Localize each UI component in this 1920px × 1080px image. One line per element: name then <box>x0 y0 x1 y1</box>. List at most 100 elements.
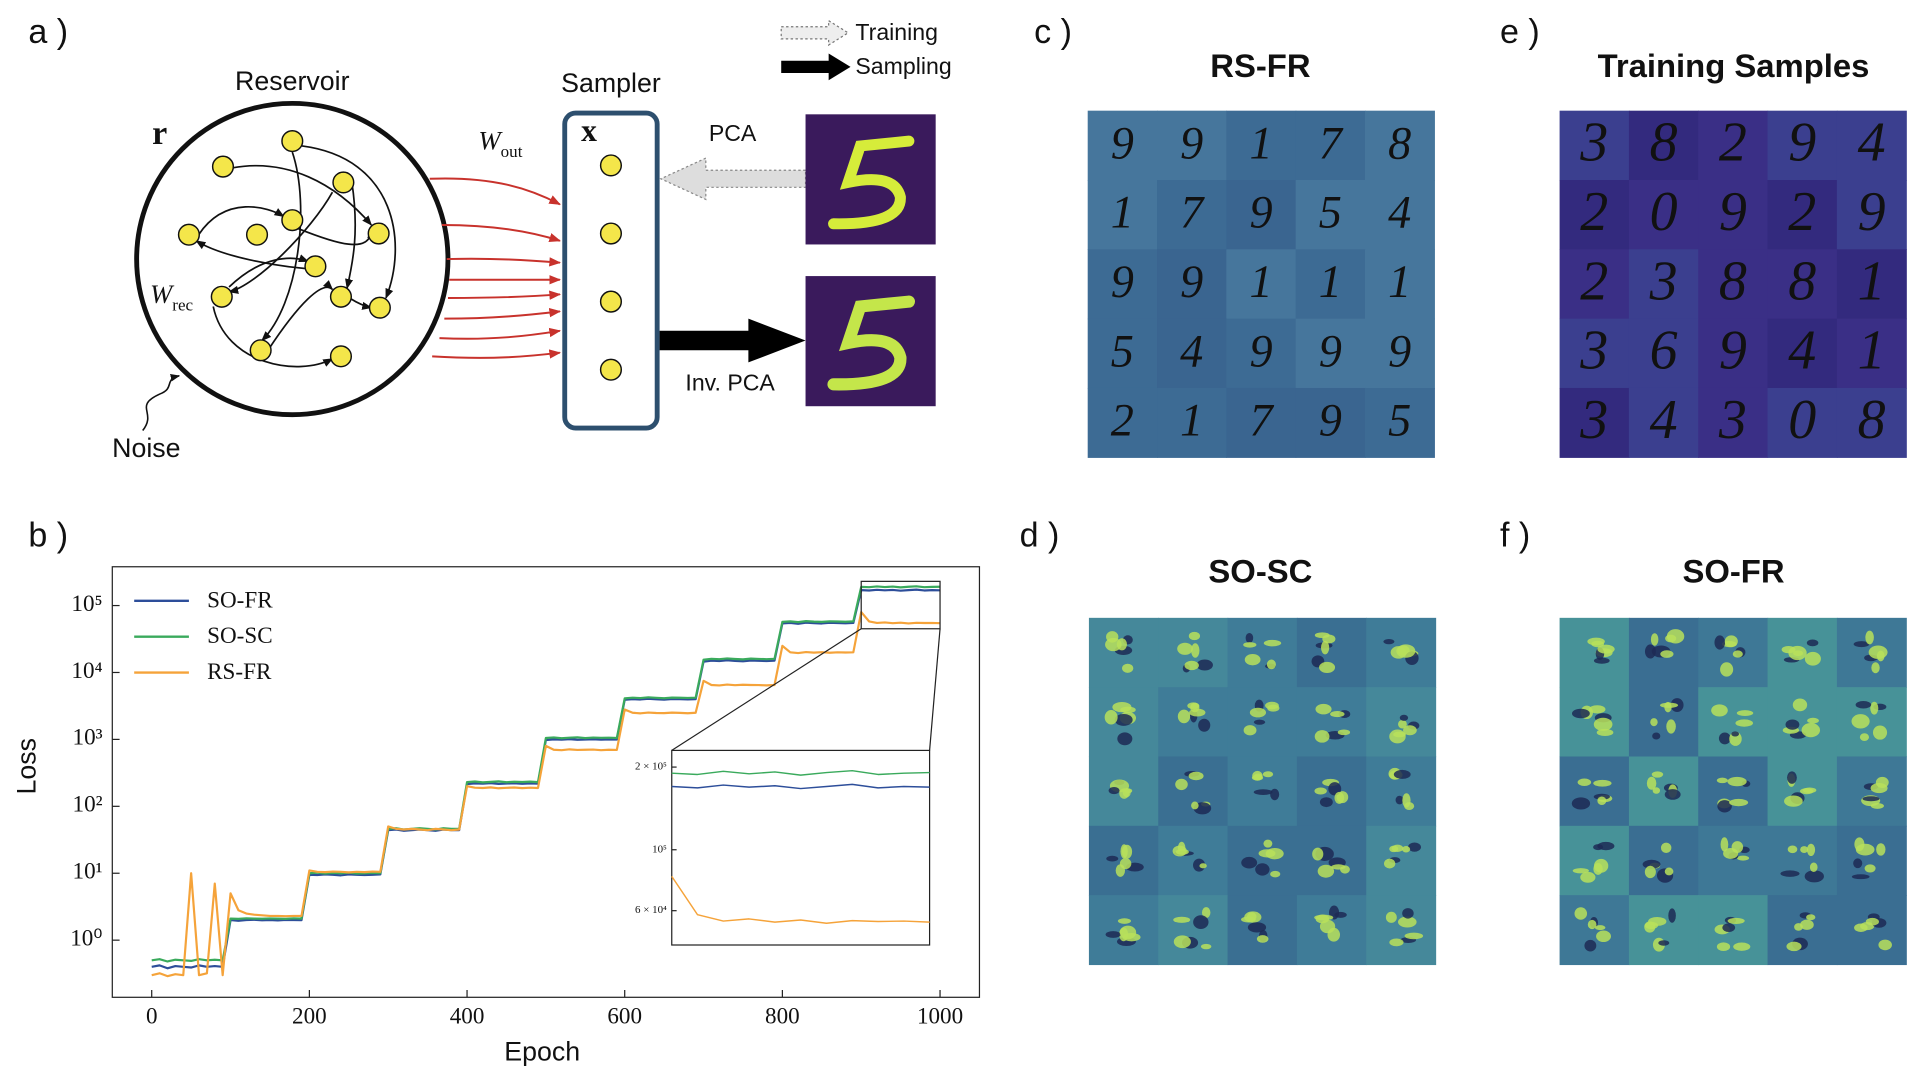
image-tile <box>1087 318 1158 389</box>
digit: 9 <box>1319 325 1342 376</box>
blob <box>1404 932 1424 940</box>
image-tile <box>1698 249 1769 320</box>
digit: 9 <box>1388 325 1411 376</box>
image-tile <box>1698 756 1769 827</box>
blob <box>1650 718 1658 727</box>
digit: 1 <box>1111 187 1134 238</box>
digit: 3 <box>1718 389 1747 451</box>
blob <box>1587 919 1597 930</box>
blob <box>1319 661 1336 673</box>
inv-pca-label: Inv. PCA <box>685 369 775 395</box>
noise-label: Noise <box>112 433 180 463</box>
blob <box>1312 847 1324 861</box>
training-legend-arrow <box>780 19 850 47</box>
blob <box>1853 858 1863 869</box>
blob <box>1120 706 1136 714</box>
blob <box>1245 632 1254 644</box>
series-line <box>671 769 930 776</box>
y-tick-label: 10² <box>73 791 103 817</box>
panel-label: f ) <box>1500 517 1530 555</box>
blob <box>1597 796 1607 806</box>
blob <box>1737 855 1750 861</box>
w-rec-label: Wrec <box>150 279 194 314</box>
image-tile <box>1227 617 1298 688</box>
blob <box>1574 907 1588 920</box>
blob <box>1315 703 1332 715</box>
image-tile <box>1365 110 1435 181</box>
image-tile <box>1559 617 1630 688</box>
blob <box>1337 729 1351 736</box>
image-tile <box>1767 825 1838 896</box>
blob <box>1878 939 1892 951</box>
image-tile <box>1628 756 1699 827</box>
blob <box>1314 787 1327 795</box>
blob <box>1584 939 1597 952</box>
reservoir-nodes <box>177 130 391 368</box>
blob <box>1729 798 1749 807</box>
digit: 9 <box>1788 112 1816 174</box>
legend-sampling: Sampling <box>855 53 951 79</box>
blob <box>1105 637 1122 652</box>
inset-y-tick-label: 10⁵ <box>652 843 667 855</box>
image-tile <box>1767 180 1838 250</box>
blob <box>1123 788 1133 794</box>
blob <box>1401 846 1411 853</box>
blob <box>1785 719 1800 730</box>
image-tile <box>1157 249 1227 320</box>
blob <box>1868 645 1888 659</box>
blob <box>1200 943 1212 950</box>
blob <box>1664 867 1674 876</box>
blob <box>1855 700 1872 709</box>
blob <box>1184 660 1199 671</box>
blob <box>1853 641 1870 648</box>
image-tile <box>1836 318 1907 389</box>
blob <box>1188 771 1204 781</box>
blob <box>1175 778 1188 791</box>
image-tile <box>1559 249 1630 320</box>
blob <box>1720 837 1729 852</box>
blob <box>1659 702 1679 708</box>
blob <box>1780 870 1800 877</box>
blob <box>1871 662 1880 674</box>
blob <box>1652 787 1661 794</box>
blob <box>1328 782 1342 796</box>
blob <box>1199 863 1207 869</box>
blob <box>1175 849 1189 855</box>
blob <box>1201 907 1211 919</box>
image-tile <box>1366 895 1437 966</box>
blob <box>1722 923 1736 933</box>
blob <box>1596 930 1612 942</box>
inset-frame <box>671 749 931 946</box>
inset-y-tick-label: 2 × 10⁵ <box>635 761 667 773</box>
digit: 1 <box>1249 256 1272 307</box>
legend-label: SO-SC <box>207 622 272 648</box>
blob <box>1244 654 1261 666</box>
image-tile <box>1698 180 1769 250</box>
blob <box>1334 911 1347 918</box>
panel-label: d ) <box>1020 517 1060 555</box>
blob <box>1104 710 1118 725</box>
blob <box>1596 728 1614 737</box>
blob <box>1327 927 1341 942</box>
blob <box>1787 771 1797 784</box>
image-tile <box>1628 387 1699 458</box>
digit: 9 <box>1249 187 1272 238</box>
digit: 2 <box>1788 181 1816 243</box>
blob <box>1404 802 1415 810</box>
blob <box>1389 845 1399 853</box>
recurrent-links <box>195 145 397 368</box>
blob <box>1249 707 1267 718</box>
inset-y-tick-label: 6 × 10⁴ <box>635 904 667 916</box>
blob <box>1854 923 1868 932</box>
image-tile <box>1226 387 1297 458</box>
image-tile <box>1767 110 1838 181</box>
image-tile <box>1836 180 1907 250</box>
image-tile <box>1295 110 1366 181</box>
digit: 9 <box>1858 181 1886 243</box>
digit: 1 <box>1249 117 1272 168</box>
pca-arrow <box>659 157 807 201</box>
image-tile <box>1296 687 1367 758</box>
digit: 2 <box>1580 250 1608 312</box>
image-tile <box>1559 756 1630 827</box>
